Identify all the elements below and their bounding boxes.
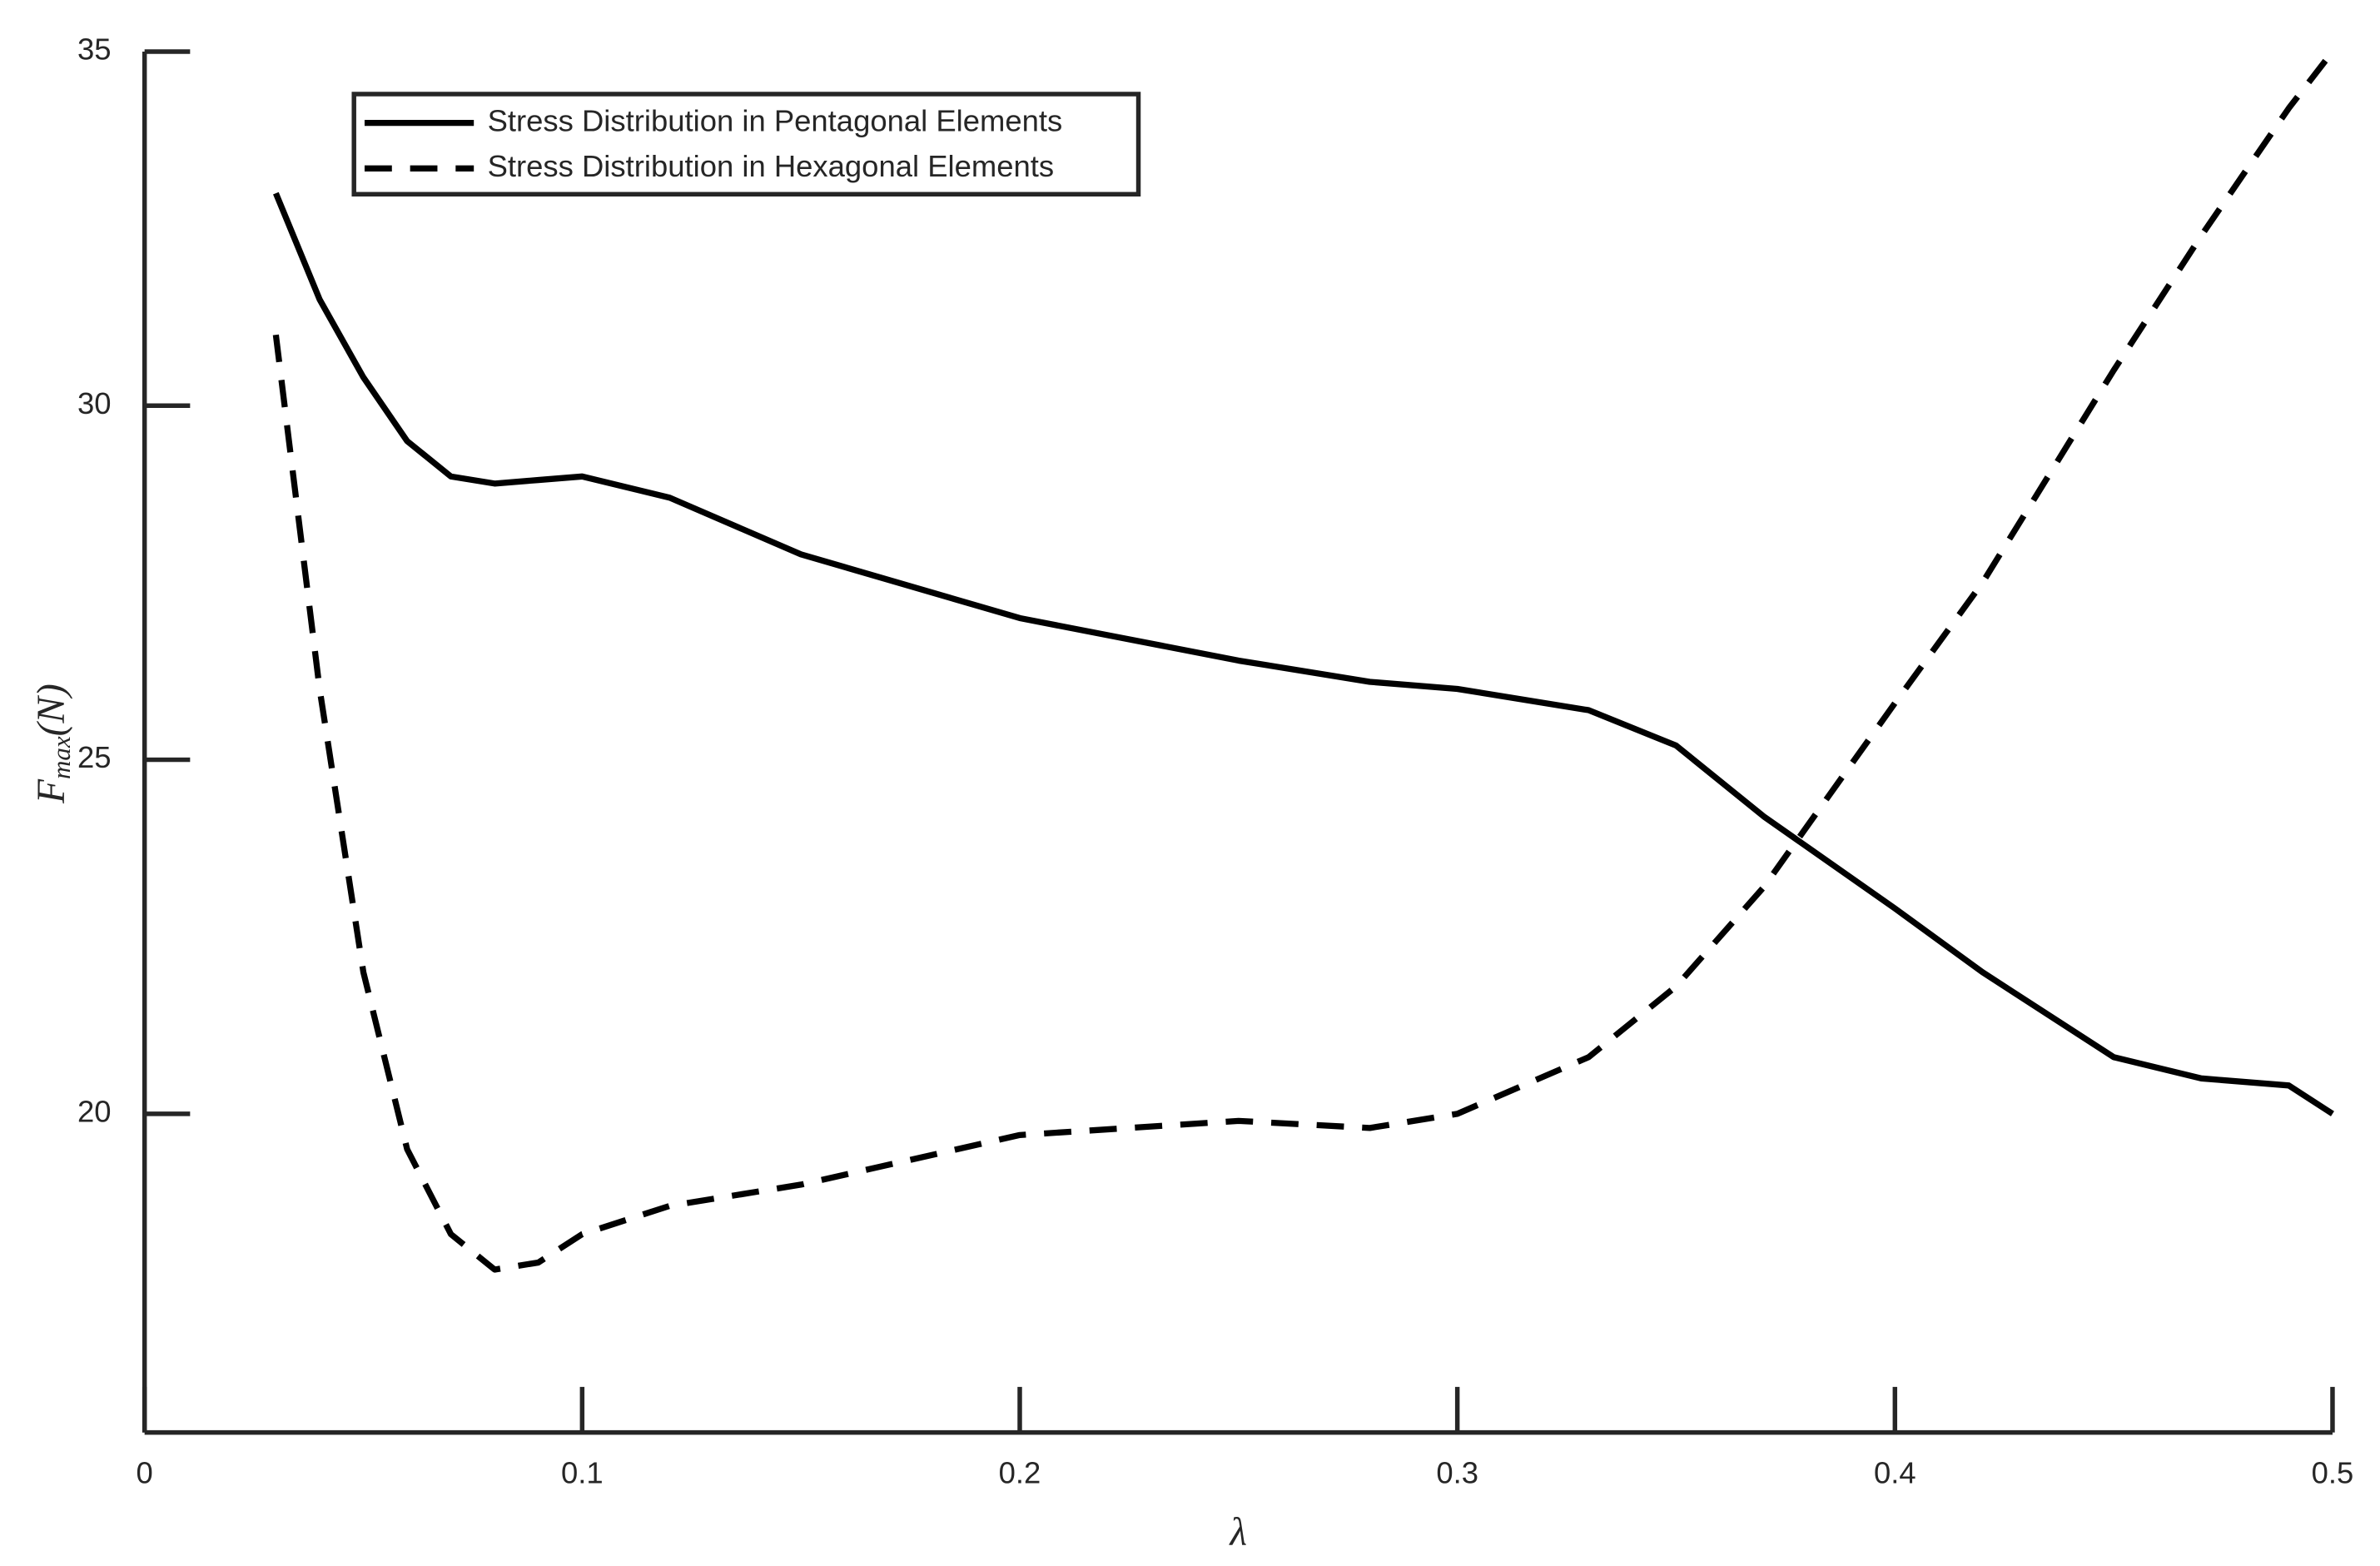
- y-tick-label: 30: [77, 386, 112, 420]
- x-axis-label: λ: [1229, 1510, 1248, 1554]
- x-tick-label: 0.2: [999, 1455, 1041, 1489]
- legend-label: Stress Distribution in Pentagonal Elemen…: [488, 103, 1063, 137]
- x-tick-label: 0.4: [1874, 1455, 1916, 1489]
- y-label-rest: (N): [30, 684, 73, 736]
- y-label-sub: max: [47, 736, 76, 779]
- y-tick-label: 35: [77, 32, 112, 67]
- line-series: [273, 191, 2334, 1116]
- x-tick-label: 0.3: [1436, 1455, 1478, 1489]
- x-tick-label: 0: [137, 1455, 153, 1489]
- legend-label: Stress Distribution in Hexagonal Element…: [488, 149, 1054, 183]
- y-tick-label: 20: [77, 1094, 112, 1128]
- line-series: [272, 49, 2335, 1273]
- y-tick-label: 25: [77, 740, 112, 774]
- y-label-base: F: [30, 778, 73, 804]
- y-axis-label: Fmax(N): [30, 684, 76, 804]
- x-tick-label: 0.5: [2312, 1455, 2354, 1489]
- x-tick-label: 0.1: [561, 1455, 604, 1489]
- legend-box: [351, 92, 1141, 197]
